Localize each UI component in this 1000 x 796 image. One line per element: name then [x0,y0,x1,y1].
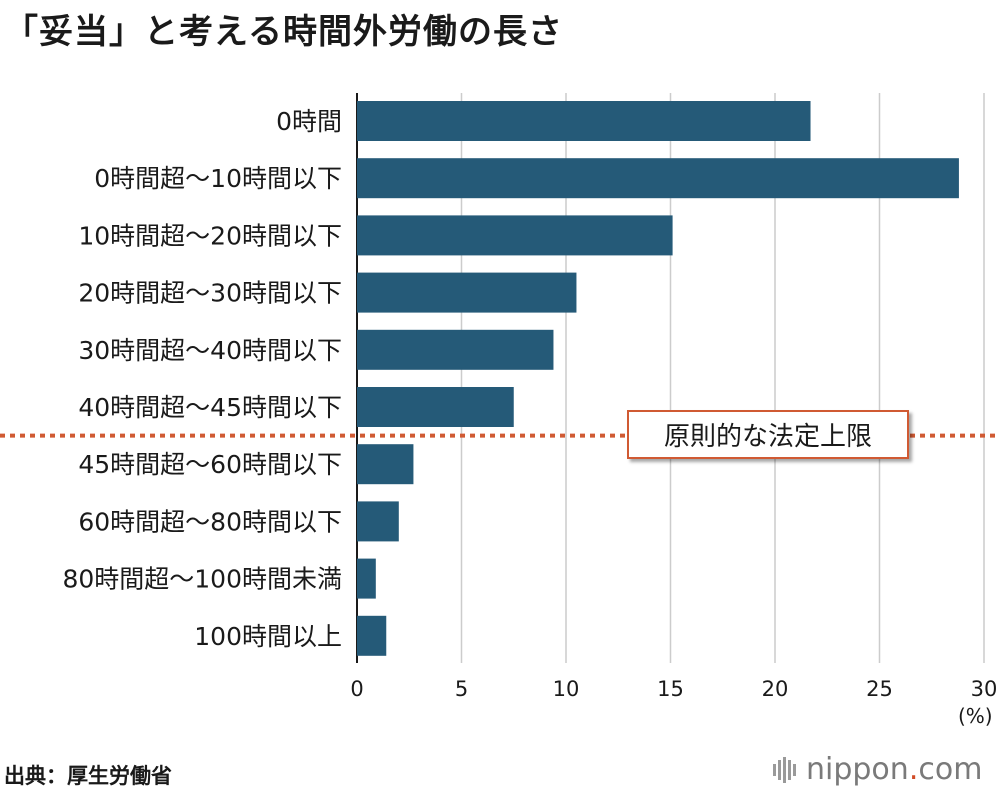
bar [357,101,811,141]
bar [357,387,514,427]
legal-limit-label: 原則的な法定上限 [663,422,872,452]
x-tick-label: 0 [350,677,363,701]
nippon-logo-icon [773,756,796,783]
bars [357,101,959,656]
bar [357,501,399,542]
source-note: 出典：厚生労働省 [4,764,172,788]
x-tick-label: 30 [971,677,998,701]
category-label: 60時間超～80時間以下 [78,507,342,536]
category-label: 80時間超～100時間未満 [62,565,342,594]
category-label: 45時間超～60時間以下 [78,450,342,479]
x-axis-unit: (%) [958,704,993,728]
brand-tld: com [918,752,983,787]
category-label: 0時間 [276,107,342,136]
x-tick-label: 10 [553,677,580,701]
category-label: 100時間以上 [194,622,342,651]
bar [357,615,387,656]
category-label: 20時間超～30時間以下 [78,279,342,308]
bar [357,158,959,199]
bar [357,329,554,370]
x-tick-label: 20 [762,677,789,701]
bar [357,558,376,599]
brand-logo: nippon. com [772,752,982,787]
brand-name: nippon [806,752,909,787]
x-tick-label: 5 [455,677,468,701]
category-label: 0時間超～10時間以下 [94,164,342,193]
category-label: 10時間超～20時間以下 [78,221,342,250]
chart-title: 「妥当」と考える時間外労働の長さ [4,12,563,52]
category-labels: 0時間 0時間超～10時間以下 10時間超～20時間以下 20時間超～30時間以下 30… [62,107,342,651]
category-label: 30時間超～40時間以下 [78,336,342,365]
bar [357,215,673,256]
x-tick-label: 15 [657,677,684,701]
x-tick-labels: 0 5 10 15 20 25 30 [350,677,997,701]
bar [357,272,577,313]
bar [357,444,414,485]
brand-dot: . [908,752,919,787]
category-label: 40時間超～45時間以下 [78,393,342,422]
x-tick-label: 25 [866,677,893,701]
legal-limit-callout: 原則的な法定上限 [627,410,909,459]
